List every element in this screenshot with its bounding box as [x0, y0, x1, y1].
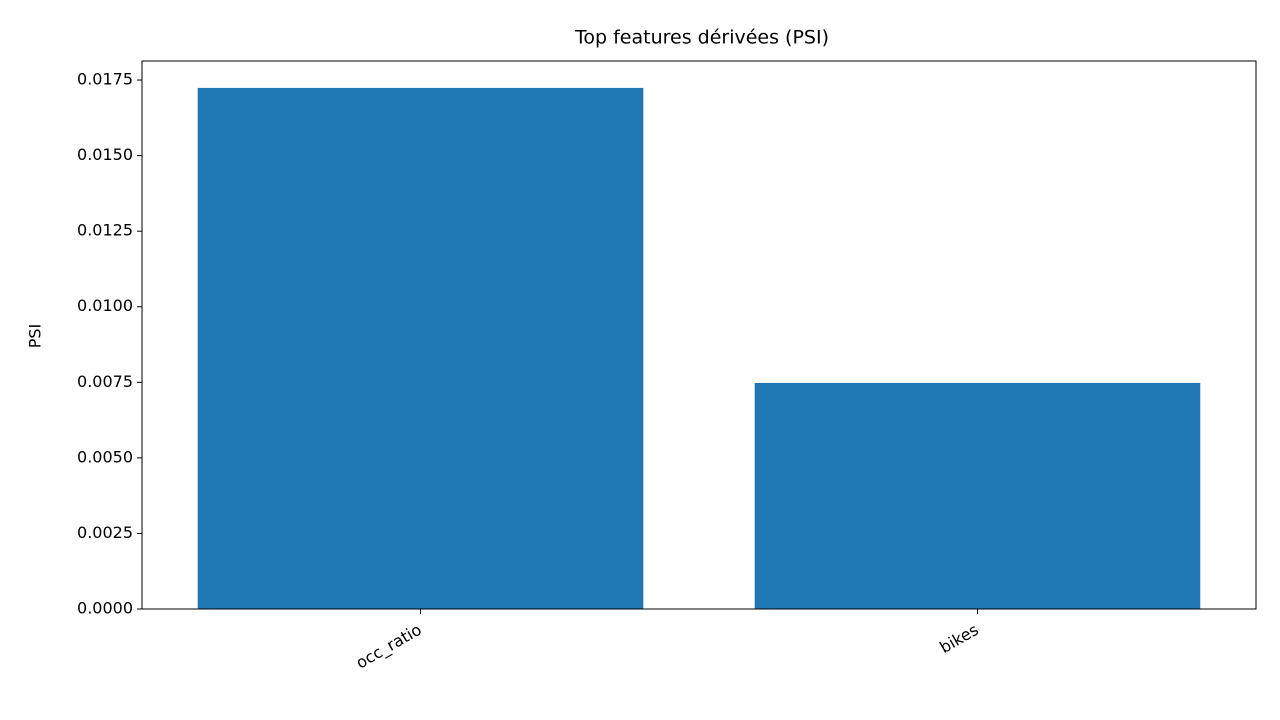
y-tick-label: 0.0175 [77, 70, 133, 89]
chart-title: Top features dérivées (PSI) [574, 27, 829, 49]
plot-frame [141, 60, 1257, 610]
y-axis-label: PSI [26, 324, 45, 349]
y-tick-label: 0.0025 [77, 523, 133, 542]
y-tick-label: 0.0075 [77, 372, 133, 391]
y-tick-label: 0.0125 [77, 221, 133, 240]
x-tick-label: bikes [936, 620, 981, 657]
bar [197, 87, 644, 610]
y-tick-label: 0.0000 [77, 599, 133, 618]
y-tick-label: 0.0050 [77, 447, 133, 466]
y-tick-label: 0.0150 [77, 145, 133, 164]
bar [754, 382, 1201, 609]
y-tick-label: 0.0100 [77, 296, 133, 315]
x-tick-label: occ_ratio [353, 620, 426, 673]
